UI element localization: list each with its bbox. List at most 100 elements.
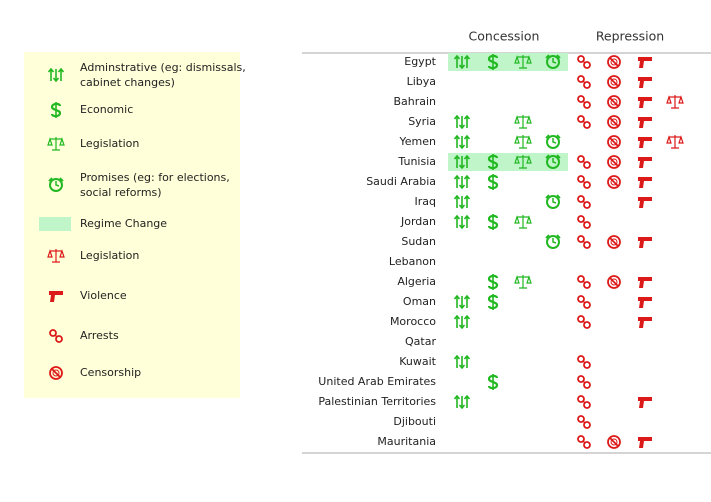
- cell-icon: [638, 437, 652, 448]
- cell-icon: [453, 354, 471, 370]
- scales: [514, 155, 532, 169]
- gun: [638, 277, 652, 288]
- cuff: [577, 295, 585, 303]
- chain: [582, 60, 586, 64]
- cuff: [583, 301, 591, 309]
- cell-icon: [453, 294, 471, 310]
- arrow-head: [453, 294, 461, 300]
- legend-icon: [49, 329, 63, 343]
- chain: [582, 160, 586, 164]
- clock-bells: [545, 234, 561, 239]
- clock-bells: [545, 154, 561, 159]
- cell-icon: [638, 277, 652, 288]
- slash: [609, 237, 619, 247]
- arrow-head: [458, 124, 466, 130]
- cell-icon: [577, 275, 591, 289]
- chain: [582, 200, 586, 204]
- cell-icon: [577, 55, 591, 69]
- ring: [607, 235, 621, 249]
- scales: [47, 137, 65, 151]
- arrow-head: [463, 354, 471, 360]
- legend-icon: [47, 137, 65, 151]
- cell-icon: [453, 154, 471, 170]
- cell-icon: [545, 234, 561, 249]
- cuff: [583, 61, 591, 69]
- chain: [582, 80, 586, 84]
- slash: [609, 137, 619, 147]
- gun: [638, 237, 652, 248]
- cell-icon: [453, 174, 471, 190]
- gun: [638, 97, 652, 108]
- inner: [610, 98, 618, 106]
- arrow-head: [463, 114, 471, 120]
- legend-label: Violence: [80, 289, 127, 302]
- cell-icon: [638, 137, 652, 148]
- cuff: [577, 175, 585, 183]
- cell-icon: [453, 134, 471, 150]
- legend-icon: [50, 102, 62, 118]
- arrow-head: [458, 64, 466, 70]
- cuff: [583, 201, 591, 209]
- scales: [514, 215, 532, 229]
- cuff: [583, 161, 591, 169]
- cuff: [583, 361, 591, 369]
- cell-icon: [577, 75, 591, 89]
- cuff: [583, 181, 591, 189]
- cell-icon: [607, 235, 621, 249]
- cuff: [577, 155, 585, 163]
- inner: [610, 78, 618, 86]
- cell-icon: [577, 295, 591, 309]
- country: Jordan: [400, 215, 436, 228]
- slash: [609, 277, 619, 287]
- gun: [638, 397, 652, 408]
- chain: [582, 180, 586, 184]
- cell-icon: [545, 154, 561, 169]
- group-header: Repression: [596, 29, 664, 44]
- arrow-head: [453, 354, 461, 360]
- cell-icon: [638, 117, 652, 128]
- legend-icon: [48, 177, 64, 192]
- arrow-head: [458, 184, 466, 190]
- cell-icon: [514, 275, 532, 289]
- cell-icon: [577, 415, 591, 429]
- legend-label: cabinet changes): [80, 76, 175, 89]
- group-header: Concession: [469, 29, 540, 44]
- cell-icon: [487, 54, 499, 70]
- arrow-head: [453, 394, 461, 400]
- gun: [638, 437, 652, 448]
- country: Qatar: [405, 335, 436, 348]
- cuff: [583, 221, 591, 229]
- cell-icon: [638, 177, 652, 188]
- cell-icon: [577, 95, 591, 109]
- chain: [582, 360, 586, 364]
- cuff: [577, 75, 585, 83]
- cell-icon: [453, 214, 471, 230]
- chain: [582, 420, 586, 424]
- cell-icon: [453, 194, 471, 210]
- cuff: [577, 235, 585, 243]
- cell-icon: [577, 195, 591, 209]
- arrow-head: [57, 67, 65, 73]
- cuff: [583, 441, 591, 449]
- cell-icon: [514, 135, 532, 149]
- legend-label: Promises (eg: for elections,: [80, 171, 230, 184]
- inner: [52, 369, 60, 377]
- country: Bahrain: [393, 95, 436, 108]
- gun: [638, 317, 652, 328]
- legend-icon: [39, 217, 71, 231]
- gun: [638, 137, 652, 148]
- gun: [638, 117, 652, 128]
- arrow-head: [47, 67, 55, 73]
- slash: [609, 97, 619, 107]
- cuff: [577, 215, 585, 223]
- arrow-head: [463, 214, 471, 220]
- inner: [610, 438, 618, 446]
- cuff: [577, 375, 585, 383]
- arrow-head: [463, 174, 471, 180]
- cell-icon: [638, 77, 652, 88]
- inner: [610, 138, 618, 146]
- cell-icon: [577, 375, 591, 389]
- arrow-head: [463, 134, 471, 140]
- clock-bells: [545, 194, 561, 199]
